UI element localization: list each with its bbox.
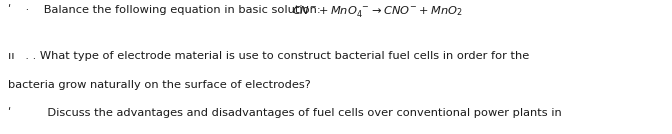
Text: bacteria grow naturally on the surface of electrodes?: bacteria grow naturally on the surface o… [8, 80, 311, 90]
Text: ıı   . . What type of electrode material is use to construct bacterial fuel cell: ıı . . What type of electrode material i… [8, 51, 530, 61]
Text: ʹ          Discuss the advantages and disadvantages of fuel cells over conventio: ʹ Discuss the advantages and disadvantag… [8, 107, 562, 118]
Text: ʹ    ·    Balance the following equation in basic solution:: ʹ · Balance the following equation in ba… [8, 4, 325, 15]
Text: $\mathit{CN}^{-} + \mathit{MnO}_{4}^{\ -} \rightarrow \mathit{CNO}^{-} + \mathit: $\mathit{CN}^{-} + \mathit{MnO}_{4}^{\ -… [292, 4, 463, 19]
